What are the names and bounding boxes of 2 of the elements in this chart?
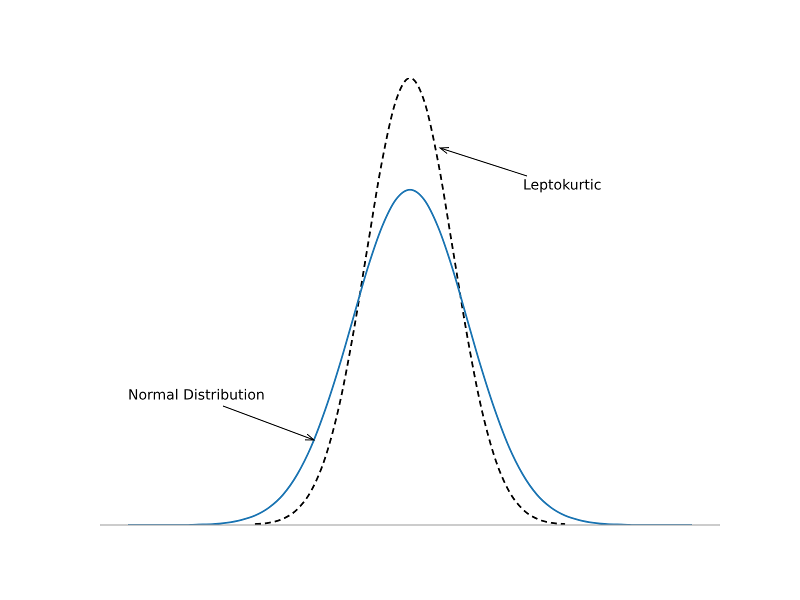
- annotation: Normal Distribution: [128, 388, 265, 404]
- annotation: Leptokurtic: [523, 178, 602, 194]
